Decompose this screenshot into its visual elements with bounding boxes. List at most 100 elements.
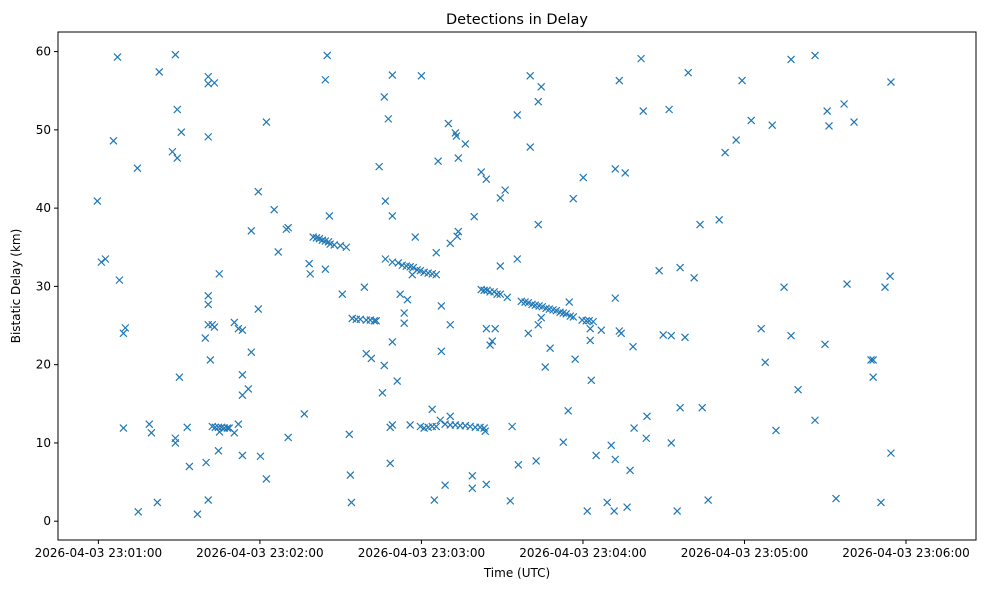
data-point bbox=[201, 334, 210, 342]
data-point bbox=[887, 78, 895, 87]
data-point bbox=[321, 265, 330, 274]
data-point bbox=[592, 451, 601, 460]
data-point bbox=[482, 324, 491, 333]
y-tick-label: 20 bbox=[36, 358, 51, 372]
x-axis-label: Time (UTC) bbox=[483, 566, 550, 580]
data-point bbox=[690, 273, 699, 282]
data-point bbox=[768, 121, 777, 130]
data-point bbox=[493, 290, 502, 299]
data-point bbox=[676, 263, 685, 272]
data-point bbox=[477, 168, 486, 177]
data-point bbox=[452, 132, 461, 141]
data-point bbox=[673, 507, 682, 515]
data-point bbox=[318, 236, 327, 245]
data-point bbox=[396, 290, 405, 299]
data-point bbox=[372, 316, 381, 325]
data-point bbox=[603, 498, 612, 507]
data-point bbox=[411, 233, 420, 242]
data-point bbox=[571, 355, 580, 364]
data-point bbox=[254, 187, 263, 196]
data-point bbox=[643, 412, 651, 421]
data-point bbox=[360, 283, 369, 292]
data-point bbox=[468, 484, 477, 493]
data-point bbox=[109, 136, 118, 145]
data-point bbox=[97, 258, 106, 267]
data-point bbox=[380, 361, 389, 370]
data-point bbox=[446, 412, 455, 421]
data-point bbox=[388, 212, 397, 220]
y-tick-label: 40 bbox=[36, 201, 51, 215]
data-point bbox=[175, 373, 184, 382]
data-point bbox=[173, 154, 182, 162]
data-point bbox=[346, 471, 355, 479]
data-point bbox=[375, 162, 384, 171]
data-point bbox=[145, 420, 154, 429]
data-point bbox=[133, 164, 142, 173]
data-point bbox=[513, 111, 522, 119]
data-point bbox=[270, 205, 279, 214]
data-point bbox=[256, 452, 265, 461]
data-point bbox=[204, 300, 213, 309]
data-point bbox=[446, 239, 455, 248]
data-point bbox=[323, 51, 332, 60]
data-point bbox=[659, 330, 668, 339]
data-point bbox=[155, 67, 164, 76]
data-point bbox=[274, 248, 283, 256]
data-point bbox=[388, 421, 397, 429]
data-point bbox=[284, 223, 293, 232]
data-point bbox=[732, 136, 741, 144]
data-point bbox=[234, 324, 243, 333]
data-point bbox=[338, 290, 347, 299]
data-point bbox=[480, 286, 489, 295]
data-point bbox=[537, 313, 546, 322]
data-point bbox=[887, 449, 895, 458]
data-point bbox=[121, 323, 130, 332]
data-point bbox=[441, 481, 450, 490]
plot-frame bbox=[57, 31, 977, 541]
data-point bbox=[611, 294, 620, 303]
data-point bbox=[386, 459, 395, 468]
data-point bbox=[134, 507, 143, 516]
data-point bbox=[586, 324, 595, 333]
data-point bbox=[761, 358, 770, 367]
x-tick-label: 2026-04-03 23:06:00 bbox=[842, 546, 969, 560]
data-point bbox=[562, 309, 571, 318]
data-point bbox=[757, 324, 766, 333]
data-point bbox=[667, 439, 676, 447]
data-point bbox=[367, 354, 376, 363]
data-point bbox=[446, 320, 455, 329]
data-point bbox=[615, 76, 624, 85]
data-point bbox=[621, 168, 630, 177]
data-point bbox=[610, 507, 619, 515]
data-point bbox=[611, 165, 620, 173]
data-point bbox=[825, 122, 833, 130]
data-point bbox=[681, 333, 689, 342]
data-point bbox=[881, 283, 889, 292]
data-point bbox=[336, 241, 345, 250]
data-point bbox=[481, 427, 490, 436]
data-point bbox=[780, 283, 788, 292]
data-point bbox=[305, 259, 314, 268]
data-point bbox=[747, 116, 756, 125]
data-point bbox=[877, 498, 885, 507]
y-tick-label: 0 bbox=[43, 514, 51, 528]
data-point bbox=[629, 342, 637, 351]
data-point bbox=[696, 220, 704, 229]
data-point bbox=[204, 72, 213, 81]
y-tick-label: 60 bbox=[36, 45, 51, 59]
data-point bbox=[704, 496, 713, 505]
data-point bbox=[611, 455, 620, 464]
data-point bbox=[380, 93, 389, 101]
data-point bbox=[437, 347, 446, 356]
data-point bbox=[215, 269, 224, 278]
y-tick-label: 50 bbox=[36, 123, 51, 137]
data-point bbox=[811, 416, 819, 425]
data-point bbox=[676, 403, 685, 412]
data-point bbox=[193, 510, 202, 519]
data-point bbox=[403, 295, 412, 304]
data-point bbox=[408, 270, 417, 279]
data-point bbox=[214, 446, 223, 455]
data-point bbox=[153, 498, 162, 507]
data-point bbox=[832, 494, 840, 503]
data-point bbox=[503, 293, 512, 302]
